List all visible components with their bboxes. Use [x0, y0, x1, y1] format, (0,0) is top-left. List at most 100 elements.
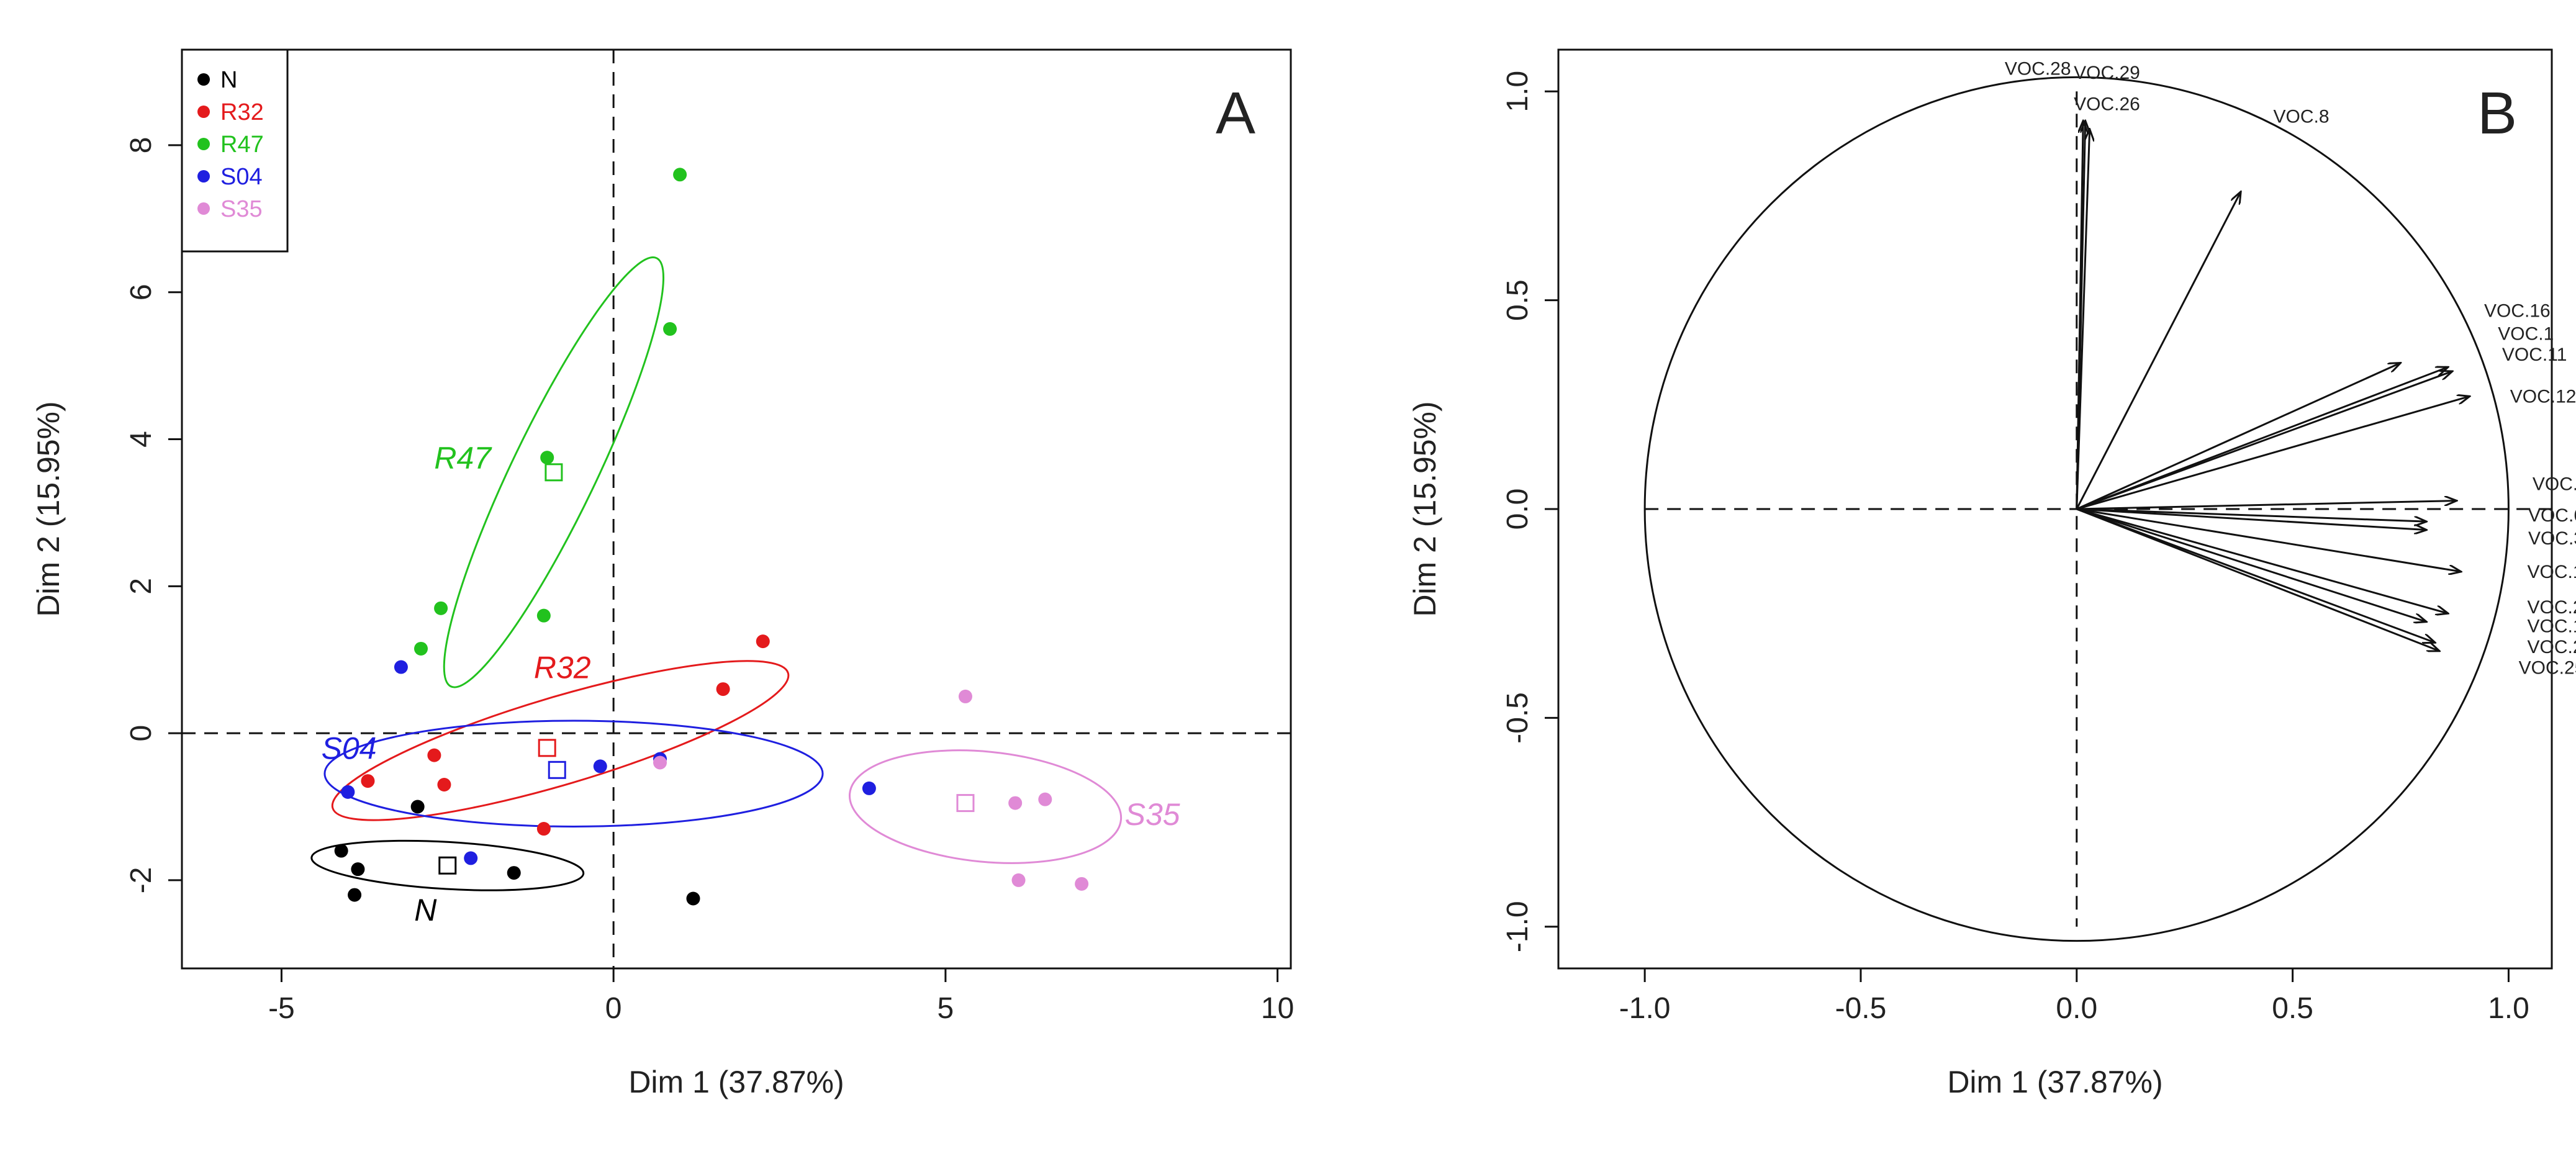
legend-marker-r47	[197, 138, 210, 150]
panel-a-points	[334, 168, 1089, 906]
x-tick-label: -5	[268, 992, 295, 1025]
panel-b-vectors	[2076, 120, 2470, 651]
y-tick-label: 1.0	[1501, 71, 1534, 112]
y-tick-label: 0.0	[1501, 489, 1534, 530]
x-tick-label: 10	[1261, 992, 1294, 1025]
y-tick-label: -1.0	[1501, 901, 1534, 952]
panel-a-group-labels: N R32 R47 S04 S35	[322, 441, 1180, 927]
vector-voc-8	[2076, 192, 2241, 510]
centroid-r32	[538, 739, 556, 757]
point-s35	[653, 755, 667, 770]
legend-label-n: N	[220, 67, 237, 93]
vector-voc-18	[2076, 508, 2461, 572]
group-label-s35: S35	[1125, 797, 1180, 832]
point-s35	[1011, 873, 1026, 887]
x-tick-label: 1.0	[2488, 992, 2529, 1025]
group-label-r32: R32	[534, 650, 591, 685]
vector-label-voc-3: VOC.3	[2528, 528, 2576, 549]
point-r32	[536, 822, 551, 836]
legend-marker-s35	[197, 202, 210, 215]
vector-voc-7	[2076, 501, 2457, 510]
centroid-n	[438, 856, 457, 875]
panel-a-y-axis: -2 0 2 4 6 8	[125, 137, 182, 893]
vector-label-voc-28: VOC.28	[2005, 58, 2071, 79]
y-tick-label: 0.5	[1501, 279, 1534, 321]
point-s35	[1038, 792, 1052, 806]
vector-label-voc-12: VOC.12	[2510, 386, 2576, 407]
legend-label-r47: R47	[220, 132, 264, 158]
panel-b-letter: B	[2477, 80, 2517, 147]
vector-voc-6	[2076, 508, 2426, 521]
point-s35	[1008, 796, 1023, 810]
point-s04	[593, 759, 607, 773]
point-s04	[862, 781, 876, 795]
point-r47	[414, 641, 428, 656]
point-s04	[341, 785, 355, 799]
vector-label-voc-22: VOC.22	[2528, 597, 2576, 618]
vector-voc-25	[2076, 508, 2439, 651]
legend: N R32 R47 S04 S35	[181, 48, 289, 253]
point-n	[334, 844, 348, 858]
legend-box	[181, 48, 289, 253]
ellipse-s04	[323, 719, 824, 828]
point-s35	[1075, 877, 1089, 891]
legend-label-s04: S04	[220, 164, 263, 190]
point-n	[351, 862, 365, 877]
vector-voc-12	[2076, 396, 2470, 510]
vector-voc-22	[2076, 508, 2448, 613]
point-n	[686, 891, 700, 906]
vector-label-voc-21: VOC.21	[2528, 637, 2576, 657]
x-tick-label: -0.5	[1835, 992, 1887, 1025]
y-tick-label: 4	[125, 431, 158, 448]
legend-marker-n	[197, 73, 210, 86]
vector-label-voc-11: VOC.11	[2502, 345, 2567, 365]
vector-label-voc-8: VOC.8	[2274, 107, 2330, 127]
panel-a-letter: A	[1216, 80, 1255, 147]
vector-label-voc-6: VOC.6	[2528, 505, 2576, 526]
panel-b-variable-labels: VOC.28 VOC.29 VOC.26 VOC.8 VOC.16VOC.1VOC.11…	[2005, 58, 2576, 678]
group-label-s04: S04	[322, 731, 377, 766]
point-r47	[434, 601, 448, 615]
legend-marker-r32	[197, 106, 210, 118]
vector-label-voc-1: VOC.1	[2498, 324, 2554, 345]
x-tick-label: 0	[605, 992, 622, 1025]
vector-label-voc-29: VOC.29	[2074, 63, 2140, 83]
y-tick-label: 8	[125, 137, 158, 154]
centroid-s04	[548, 760, 566, 779]
panel-a-frame	[181, 48, 1292, 970]
point-r47	[536, 608, 551, 623]
panel-b-x-axis-label: Dim 1 (37.87%)	[1947, 1065, 2162, 1099]
point-n	[410, 800, 425, 814]
point-s04	[394, 660, 408, 674]
point-r47	[663, 322, 677, 336]
point-r47	[673, 168, 687, 182]
panel-a-y-axis-label: Dim 2 (15.95%)	[31, 401, 66, 616]
ellipse-r47	[443, 256, 665, 688]
panel-a-x-axis-label: Dim 1 (37.87%)	[628, 1065, 844, 1099]
legend-marker-s04	[197, 170, 210, 183]
y-tick-label: 6	[125, 284, 158, 300]
ellipse-n	[310, 839, 585, 891]
panel-a-individuals-plot: -5 0 5 10 -2 0 2 4 6 8 N R32 R47 S04 S35 N R32 R47 S04 S…	[31, 48, 1294, 1099]
vector-voc-21	[2076, 508, 2435, 643]
point-r32	[756, 634, 770, 649]
ellipse-s35	[848, 749, 1123, 864]
group-label-n: N	[414, 893, 437, 927]
vector-label-voc-16: VOC.16	[2484, 301, 2551, 322]
vector-label-voc-26: VOC.26	[2074, 94, 2140, 115]
x-tick-label: 0.5	[2272, 992, 2313, 1025]
vector-voc-26	[2076, 129, 2090, 510]
point-s35	[958, 689, 972, 703]
point-s04	[464, 851, 478, 865]
vector-label-voc-15: VOC.15	[2528, 616, 2576, 636]
legend-label-r32: R32	[220, 99, 264, 125]
point-n	[507, 866, 521, 880]
y-tick-label: 0	[125, 725, 158, 742]
y-tick-label: 2	[125, 578, 158, 595]
point-r32	[427, 748, 441, 762]
panel-a-centroids	[438, 463, 975, 875]
panel-a-ellipses	[310, 256, 1123, 891]
x-tick-label: 0.0	[2056, 992, 2097, 1025]
ellipse-r32	[331, 660, 790, 821]
